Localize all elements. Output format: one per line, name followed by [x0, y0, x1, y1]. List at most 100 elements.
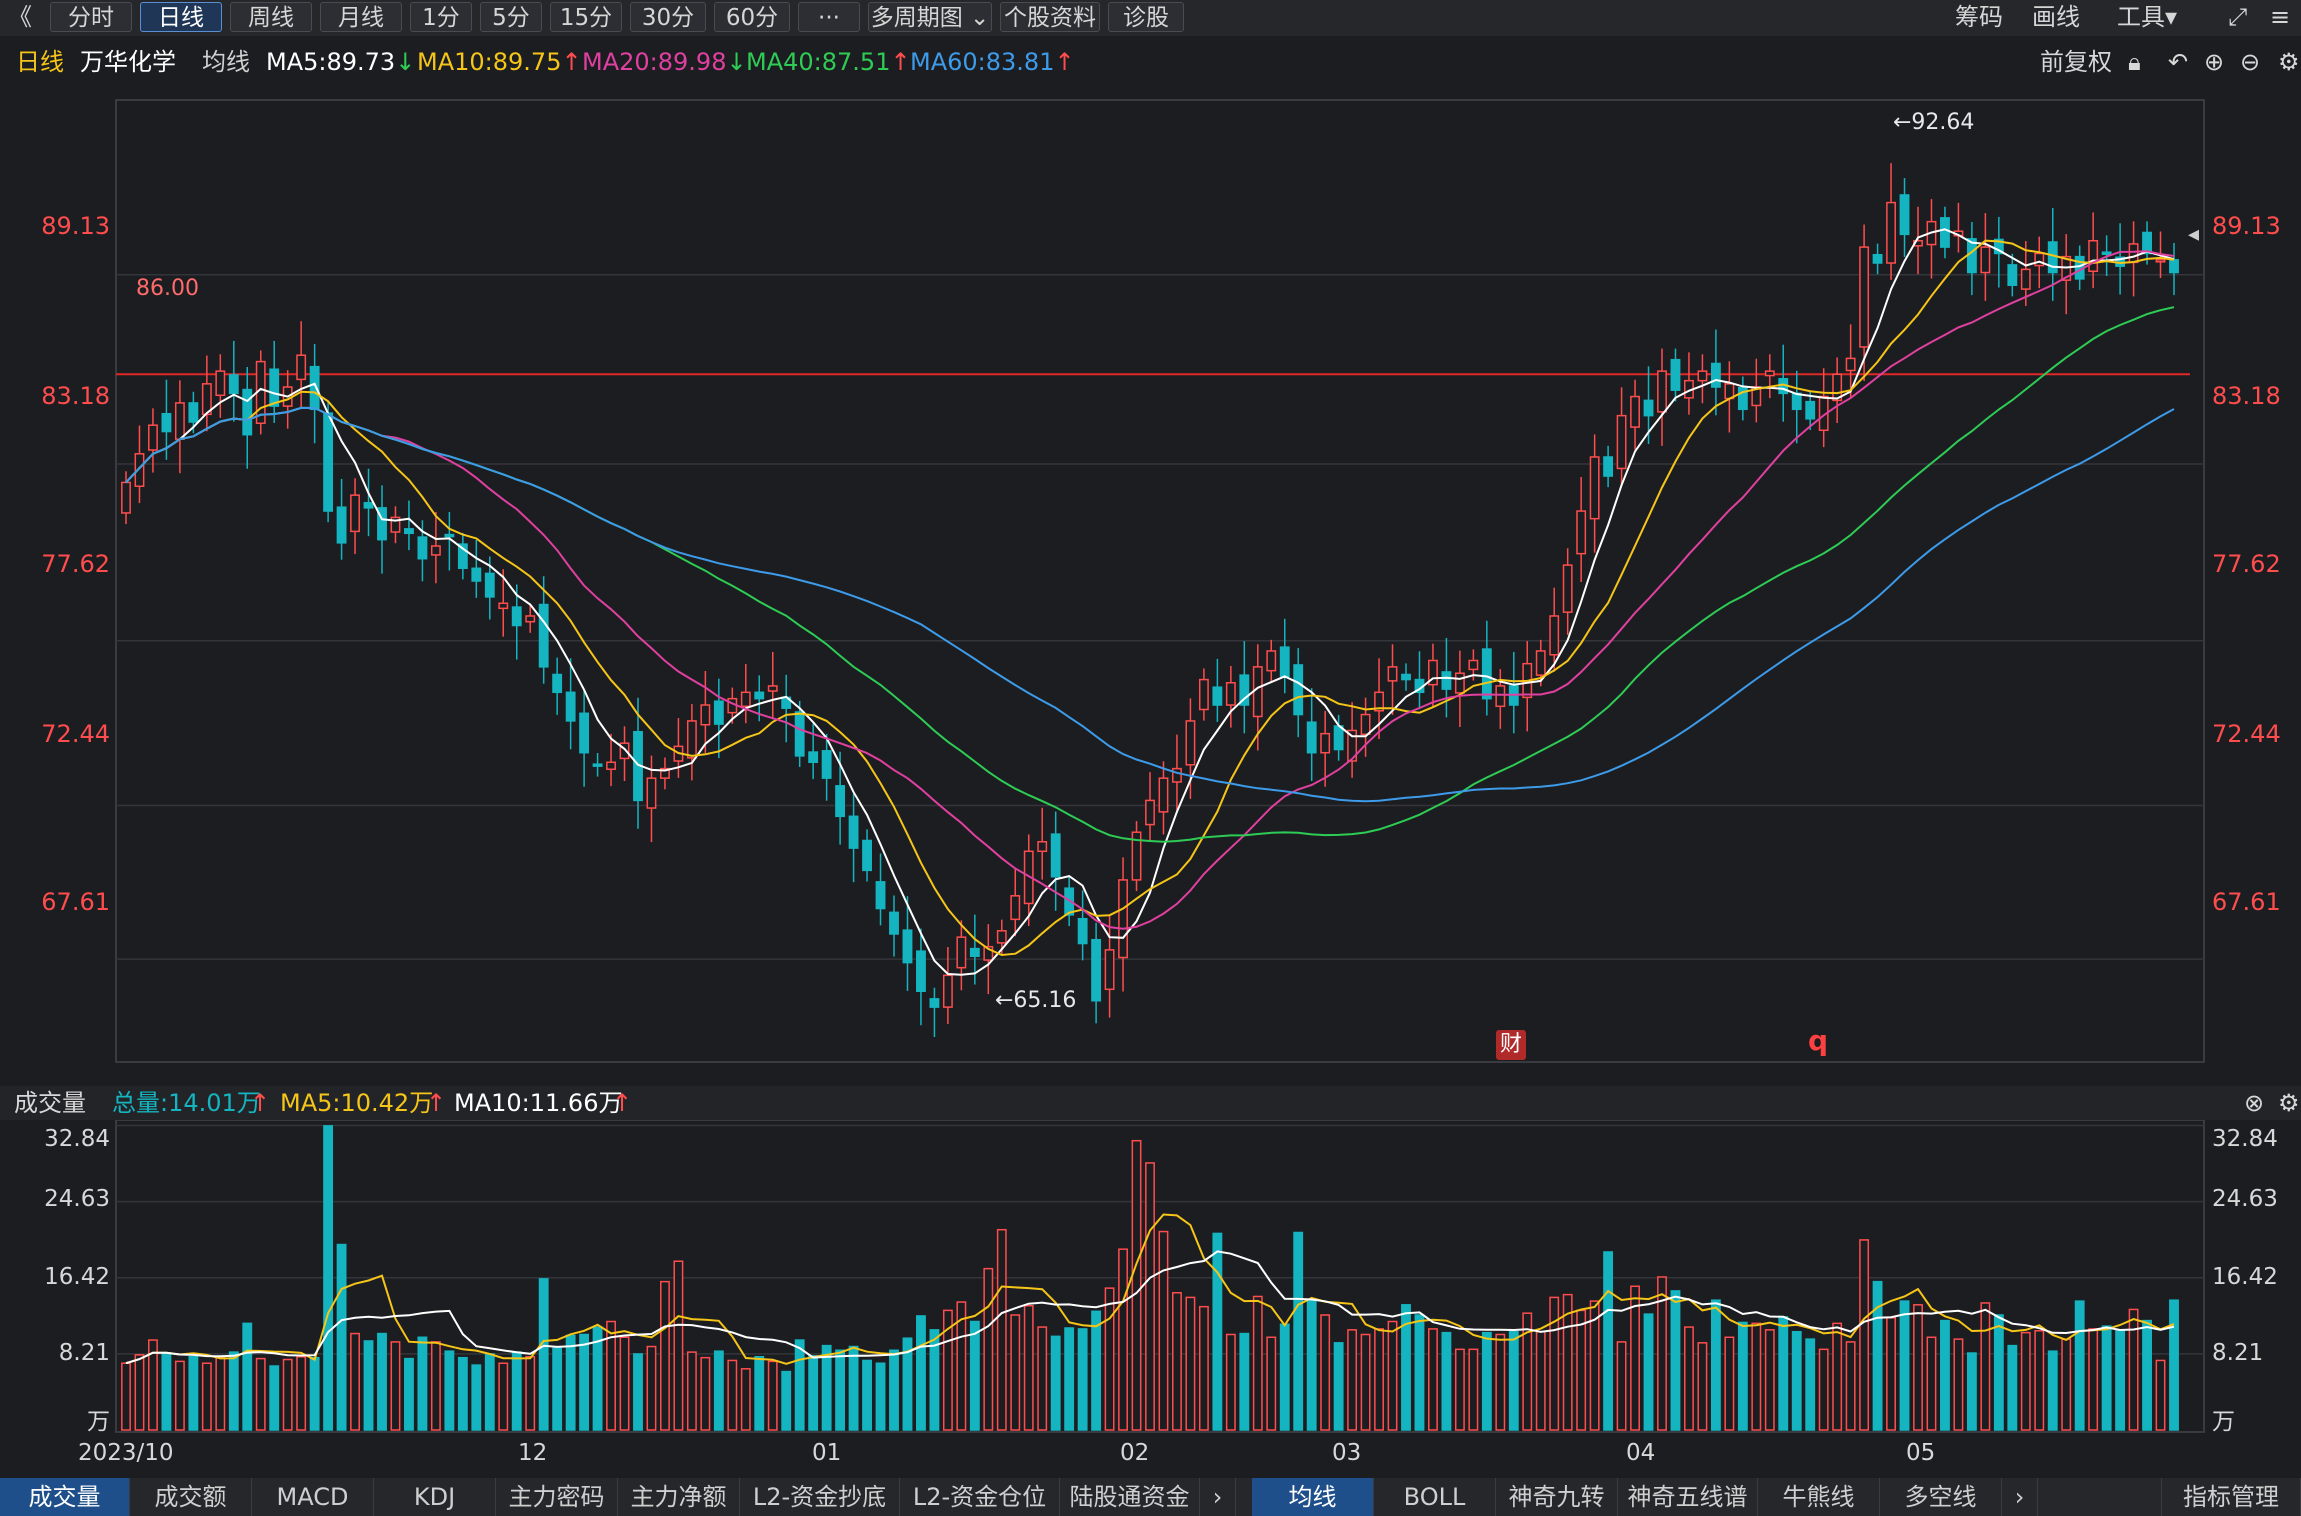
volume-bar[interactable] — [686, 1351, 697, 1431]
candlestick[interactable] — [1118, 857, 1128, 992]
volume-bar[interactable] — [835, 1349, 846, 1431]
candlestick[interactable] — [1495, 669, 1506, 729]
volume-bar[interactable] — [1522, 1312, 1533, 1431]
volume-bar[interactable] — [336, 1243, 347, 1431]
volume-bar[interactable] — [942, 1309, 953, 1431]
volume-bar[interactable] — [579, 1333, 590, 1431]
candlestick[interactable] — [174, 380, 185, 474]
diagnose-button[interactable]: 诊股 — [1108, 2, 1184, 32]
financial-report-badge[interactable]: 财 — [1496, 1030, 1526, 1060]
tabs-more-right-icon[interactable]: › — [2002, 1478, 2038, 1516]
candlestick[interactable] — [457, 532, 468, 580]
candlestick[interactable] — [673, 718, 684, 778]
candlestick[interactable] — [1980, 213, 1991, 301]
volume-bar[interactable] — [309, 1356, 320, 1431]
candlestick[interactable] — [821, 733, 832, 801]
candlestick[interactable] — [1185, 698, 1196, 799]
volume-bar[interactable] — [848, 1345, 859, 1431]
volume-bar[interactable] — [565, 1334, 576, 1431]
tab-long-short[interactable]: 多空线 — [1880, 1478, 2002, 1516]
tab-macd[interactable]: MACD — [252, 1478, 374, 1516]
candlestick[interactable] — [404, 500, 414, 551]
volume-bar[interactable] — [1428, 1328, 1438, 1431]
candlestick[interactable] — [619, 726, 630, 782]
volume-bar[interactable] — [1118, 1248, 1128, 1431]
candlestick[interactable] — [1091, 922, 1102, 1024]
candlestick[interactable] — [646, 755, 657, 843]
candlestick[interactable] — [1657, 348, 1667, 446]
volume-bar[interactable] — [1333, 1342, 1344, 1431]
candlestick[interactable] — [511, 584, 522, 660]
volume-bar[interactable] — [1562, 1293, 1573, 1431]
volume-bar[interactable] — [2142, 1319, 2152, 1431]
candlestick[interactable] — [889, 895, 899, 957]
volume-bar[interactable] — [471, 1364, 482, 1431]
volume-bar[interactable] — [1684, 1326, 1694, 1431]
candlestick[interactable] — [902, 896, 913, 991]
volume-bar[interactable] — [713, 1350, 724, 1431]
q-event-marker[interactable]: q — [1808, 1024, 1829, 1057]
candlestick[interactable] — [350, 478, 360, 554]
tab-intraday[interactable]: 分时 — [50, 2, 132, 32]
candlestick[interactable] — [1926, 199, 1937, 279]
candlestick[interactable] — [1576, 477, 1587, 582]
volume-bar[interactable] — [740, 1368, 751, 1431]
volume-bar[interactable] — [2007, 1344, 2018, 1431]
candlestick[interactable] — [606, 733, 616, 787]
candlestick[interactable] — [633, 697, 643, 829]
candlestick[interactable] — [1239, 641, 1250, 734]
candlestick[interactable] — [1158, 761, 1169, 835]
candlestick[interactable] — [471, 539, 482, 598]
candlestick[interactable] — [1010, 867, 1021, 937]
candlestick[interactable] — [969, 914, 980, 985]
lock-icon[interactable]: 🔒︎ — [2128, 48, 2141, 76]
volume-bar[interactable] — [1010, 1314, 1021, 1431]
volume-bar[interactable] — [2047, 1350, 2058, 1431]
volume-bar[interactable] — [1805, 1338, 1816, 1431]
volume-bar[interactable] — [484, 1353, 495, 1431]
tab-l2-position[interactable]: L2-资金仓位 — [900, 1478, 1060, 1516]
volume-bar[interactable] — [1481, 1331, 1492, 1431]
volume-bar[interactable] — [592, 1326, 603, 1431]
volume-bar[interactable] — [1212, 1232, 1223, 1431]
candlestick[interactable] — [1966, 221, 1977, 296]
candlestick[interactable] — [835, 751, 846, 845]
volume-bar[interactable] — [1239, 1332, 1250, 1431]
candlestick[interactable] — [1764, 354, 1775, 399]
candlestick[interactable] — [1225, 665, 1236, 728]
volume-bar[interactable] — [188, 1355, 199, 1431]
volume-bar[interactable] — [404, 1357, 414, 1431]
candlestick[interactable] — [1077, 890, 1088, 961]
candlestick[interactable] — [484, 556, 495, 620]
candlestick[interactable] — [1172, 734, 1182, 811]
volume-bar[interactable] — [1657, 1276, 1667, 1431]
tab-volume[interactable]: 成交量 — [0, 1478, 130, 1516]
candlestick[interactable] — [1724, 361, 1735, 433]
volume-bar[interactable] — [1697, 1342, 1708, 1431]
tab-magic-nine[interactable]: 神奇九转 — [1496, 1478, 1618, 1516]
volume-bar[interactable] — [511, 1351, 522, 1431]
candlestick[interactable] — [1333, 714, 1344, 761]
tools-button[interactable]: 工具▾ — [2117, 3, 2178, 31]
volume-bar[interactable] — [1064, 1327, 1075, 1431]
tab-main-code[interactable]: 主力密码 — [496, 1478, 618, 1516]
candlestick[interactable] — [296, 321, 307, 408]
tab-5min[interactable]: 5分 — [480, 2, 542, 32]
volume-bar[interactable] — [1347, 1329, 1358, 1431]
volume-bar[interactable] — [1387, 1320, 1398, 1431]
volume-bar[interactable] — [821, 1344, 832, 1431]
volume-bar[interactable] — [1670, 1290, 1681, 1431]
candlestick[interactable] — [1131, 821, 1142, 892]
candlestick[interactable] — [1198, 668, 1209, 721]
volume-bar[interactable] — [646, 1345, 657, 1431]
volume-bar[interactable] — [538, 1278, 549, 1431]
volume-bar[interactable] — [996, 1228, 1007, 1431]
candlestick[interactable] — [2020, 241, 2031, 306]
volume-bar[interactable] — [1589, 1300, 1600, 1431]
volume-bar[interactable] — [1872, 1280, 1883, 1431]
volume-bar[interactable] — [1791, 1330, 1802, 1431]
volume-bar[interactable] — [1468, 1348, 1479, 1431]
volume-bar[interactable] — [377, 1332, 387, 1431]
zoom-in-icon[interactable]: ⊕ — [2204, 48, 2225, 76]
candlestick[interactable] — [1859, 224, 1870, 381]
